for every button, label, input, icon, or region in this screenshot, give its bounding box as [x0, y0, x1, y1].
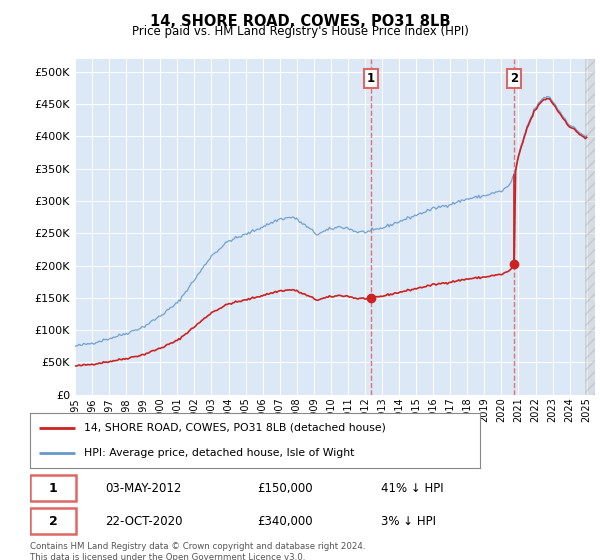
Text: Price paid vs. HM Land Registry's House Price Index (HPI): Price paid vs. HM Land Registry's House … — [131, 25, 469, 38]
Text: £150,000: £150,000 — [257, 482, 313, 494]
Text: 3% ↓ HPI: 3% ↓ HPI — [381, 515, 436, 528]
Text: 03-MAY-2012: 03-MAY-2012 — [106, 482, 182, 494]
Text: 2: 2 — [510, 72, 518, 85]
Text: 41% ↓ HPI: 41% ↓ HPI — [381, 482, 443, 494]
Text: 1: 1 — [367, 72, 374, 85]
Text: £340,000: £340,000 — [257, 515, 313, 528]
Text: HPI: Average price, detached house, Isle of Wight: HPI: Average price, detached house, Isle… — [84, 448, 355, 458]
FancyBboxPatch shape — [30, 475, 76, 501]
Text: Contains HM Land Registry data © Crown copyright and database right 2024.
This d: Contains HM Land Registry data © Crown c… — [30, 542, 365, 560]
Text: 2: 2 — [49, 515, 58, 528]
FancyBboxPatch shape — [30, 508, 76, 534]
Text: 22-OCT-2020: 22-OCT-2020 — [106, 515, 183, 528]
Text: 14, SHORE ROAD, COWES, PO31 8LB (detached house): 14, SHORE ROAD, COWES, PO31 8LB (detache… — [84, 423, 386, 432]
Text: 1: 1 — [49, 482, 58, 494]
Text: 14, SHORE ROAD, COWES, PO31 8LB: 14, SHORE ROAD, COWES, PO31 8LB — [150, 14, 450, 29]
